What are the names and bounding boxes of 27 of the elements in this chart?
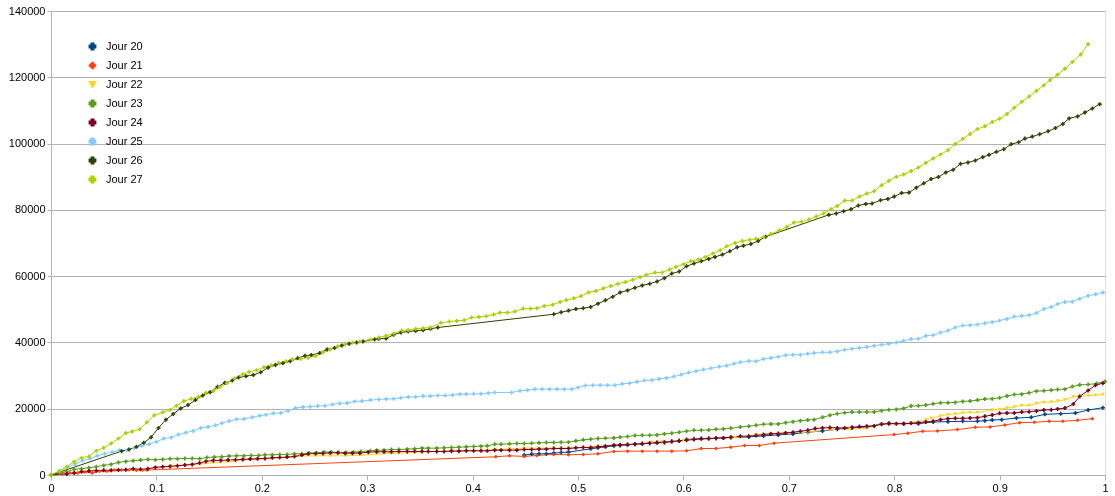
- legend-label: Jour 20: [106, 39, 143, 52]
- x-tick-label: 0.8: [887, 481, 903, 494]
- legend-label: Jour 22: [106, 77, 143, 90]
- x-tick-label: 0.4: [465, 481, 481, 494]
- y-tick-label: 20000: [14, 402, 46, 415]
- y-tick-label: 40000: [14, 335, 46, 348]
- legend-label: Jour 26: [106, 153, 143, 166]
- x-tick-label: 0.1: [149, 481, 165, 494]
- legend-label: Jour 24: [106, 115, 143, 128]
- legend-label: Jour 23: [106, 96, 143, 109]
- x-tick-label: 0.2: [254, 481, 270, 494]
- x-tick-label: 0.6: [676, 481, 692, 494]
- y-tick-label: 80000: [14, 203, 46, 216]
- y-tick-label: 60000: [14, 269, 46, 282]
- x-tick-label: 1: [1102, 481, 1109, 494]
- x-tick-label: 0: [48, 481, 55, 494]
- y-tick-label: 120000: [8, 70, 46, 83]
- legend-label: Jour 25: [106, 134, 143, 147]
- legend-label: Jour 27: [106, 172, 143, 185]
- y-tick-label: 100000: [8, 137, 46, 150]
- x-tick-label: 0.7: [781, 481, 797, 494]
- x-tick-label: 0.3: [360, 481, 376, 494]
- legend-label: Jour 21: [106, 58, 143, 71]
- y-tick-label: 0: [39, 468, 46, 481]
- x-tick-label: 0.5: [570, 481, 587, 494]
- y-tick-label: 140000: [8, 4, 46, 17]
- x-tick-label: 0.9: [992, 481, 1008, 494]
